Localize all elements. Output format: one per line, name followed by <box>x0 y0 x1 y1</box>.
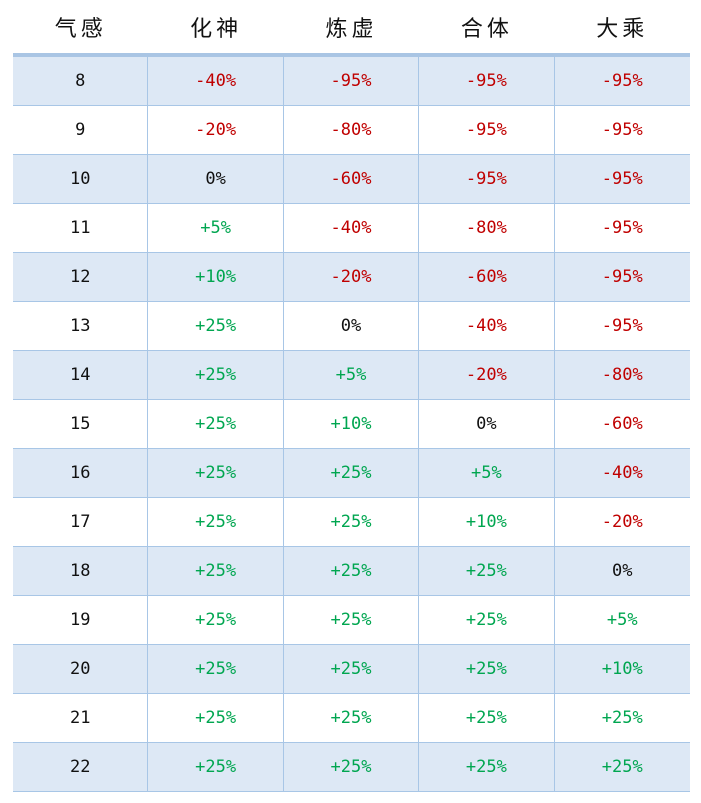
qigan-cell: 15 <box>13 400 149 448</box>
qigan-cell: 22 <box>13 743 149 791</box>
table-cell: -95% <box>601 316 643 336</box>
table-cell: -95% <box>601 71 643 91</box>
table-cell: -20% <box>601 512 643 532</box>
table-cell: +5% <box>284 351 420 399</box>
table-cell: +25% <box>148 400 284 448</box>
qigan-cell: 9 <box>13 106 149 154</box>
qigan-cell: 21 <box>13 694 149 742</box>
table-row: 17 +25% +25% +10% -20% <box>13 498 690 547</box>
table-cell: -60% <box>284 155 420 203</box>
table-row: 9 -20% -80% -95% -95% <box>13 106 690 155</box>
table-cell: -20% <box>148 106 284 154</box>
table-cell: +25% <box>148 351 284 399</box>
table-cell: +25% <box>148 498 284 546</box>
modifier-table: 气感 化神 炼虚 合体 大乘 8 -40% -95% -95% -95% 9 -20% -80… <box>13 0 690 792</box>
table-cell: +25% <box>284 645 420 693</box>
table-cell: 0% <box>284 302 420 350</box>
table-row: 12 +10% -20% -60% -95% <box>13 253 690 302</box>
table-cell: -60% <box>601 414 643 434</box>
qigan-cell: 10 <box>13 155 149 203</box>
table-cell: -80% <box>601 365 643 385</box>
header-lianxu: 炼虚 <box>325 16 378 42</box>
table-cell: -95% <box>601 267 643 287</box>
table-row: 22 +25% +25% +25% +25% <box>13 743 690 792</box>
table-cell: -20% <box>419 351 555 399</box>
table-cell: -95% <box>284 57 420 105</box>
table-cell: +25% <box>419 547 555 595</box>
table-cell: -80% <box>419 204 555 252</box>
table-header: 气感 化神 炼虚 合体 大乘 <box>13 0 690 57</box>
table-cell: +25% <box>419 743 555 791</box>
table-cell: +25% <box>601 757 643 777</box>
header-heti: 合体 <box>460 16 513 42</box>
table-cell: -95% <box>601 120 643 140</box>
table-cell: -95% <box>419 155 555 203</box>
table-cell: +5% <box>419 449 555 497</box>
qigan-cell: 17 <box>13 498 149 546</box>
qigan-cell: 14 <box>13 351 149 399</box>
table-cell: +25% <box>148 743 284 791</box>
qigan-cell: 11 <box>13 204 149 252</box>
table-cell: -40% <box>601 463 643 483</box>
table-row: 15 +25% +10% 0% -60% <box>13 400 690 449</box>
table-row: 19 +25% +25% +25% +5% <box>13 596 690 645</box>
table-row: 11 +5% -40% -80% -95% <box>13 204 690 253</box>
qigan-cell: 19 <box>13 596 149 644</box>
table-cell: -40% <box>148 57 284 105</box>
table-cell: 0% <box>612 561 633 581</box>
table-row: 20 +25% +25% +25% +10% <box>13 645 690 694</box>
table-cell: 0% <box>419 400 555 448</box>
table-cell: +10% <box>601 659 643 679</box>
table-cell: +25% <box>284 547 420 595</box>
table-body: 8 -40% -95% -95% -95% 9 -20% -80% -95% -95% 10 0% -6… <box>13 57 690 792</box>
table-cell: +5% <box>148 204 284 252</box>
qigan-cell: 12 <box>13 253 149 301</box>
table-cell: -40% <box>284 204 420 252</box>
table-cell: +25% <box>284 498 420 546</box>
table-cell: +25% <box>148 694 284 742</box>
qigan-cell: 20 <box>13 645 149 693</box>
header-qigan: 气感 <box>54 16 107 42</box>
table-row: 13 +25% 0% -40% -95% <box>13 302 690 351</box>
table-cell: +25% <box>284 449 420 497</box>
qigan-cell: 18 <box>13 547 149 595</box>
table-cell: 0% <box>148 155 284 203</box>
table-cell: -60% <box>419 253 555 301</box>
table-cell: -95% <box>601 218 643 238</box>
table-cell: -95% <box>601 169 643 189</box>
qigan-cell: 8 <box>13 57 149 105</box>
header-huashen: 化神 <box>190 16 243 42</box>
table-cell: +25% <box>148 547 284 595</box>
table-cell: -95% <box>419 106 555 154</box>
qigan-cell: 13 <box>13 302 149 350</box>
table-row: 8 -40% -95% -95% -95% <box>13 57 690 106</box>
table-cell: +25% <box>419 645 555 693</box>
table-cell: +10% <box>419 498 555 546</box>
table-cell: +25% <box>419 694 555 742</box>
table-cell: -20% <box>284 253 420 301</box>
table-cell: +25% <box>284 596 420 644</box>
table-cell: -80% <box>284 106 420 154</box>
table-cell: +25% <box>284 743 420 791</box>
table-cell: +25% <box>148 645 284 693</box>
table-cell: +25% <box>148 449 284 497</box>
table-row: 21 +25% +25% +25% +25% <box>13 694 690 743</box>
table-cell: +10% <box>148 253 284 301</box>
table-row: 16 +25% +25% +5% -40% <box>13 449 690 498</box>
table-cell: -40% <box>419 302 555 350</box>
table-row: 10 0% -60% -95% -95% <box>13 155 690 204</box>
table-cell: +25% <box>148 302 284 350</box>
table-cell: +10% <box>284 400 420 448</box>
table-row: 14 +25% +5% -20% -80% <box>13 351 690 400</box>
table-cell: +25% <box>284 694 420 742</box>
table-cell: -95% <box>419 57 555 105</box>
header-dacheng: 大乘 <box>596 16 649 42</box>
qigan-cell: 16 <box>13 449 149 497</box>
table-cell: +25% <box>148 596 284 644</box>
table-row: 18 +25% +25% +25% 0% <box>13 547 690 596</box>
table-cell: +25% <box>419 596 555 644</box>
table-cell: +5% <box>606 610 638 630</box>
table-cell: +25% <box>601 708 643 728</box>
